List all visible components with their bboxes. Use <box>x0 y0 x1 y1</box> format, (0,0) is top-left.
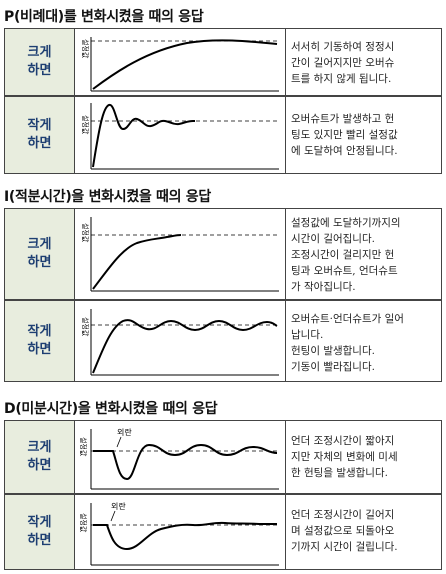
response-graph-p-small: 설정값 <box>81 103 279 170</box>
row-d-small: 작게 하면 설정값 외란 언더 조정시간이 길어지 며 설정값으로 되돌아오 기… <box>4 494 442 570</box>
row-p-large: 크게 하면 설정값 서서히 기동하여 정정시 간이 길어지지만 오버슈 트를 하… <box>4 28 442 96</box>
response-graph-i-large: 설정값 <box>81 217 279 292</box>
row-i-large: 크게 하면 설정값 설정값에 도달하기까지의 시간이 길어집니다. 조정시간이 … <box>4 208 442 300</box>
row-p-small: 작게 하면 설정값 오버슈트가 발생하고 헌 팅도 있지만 빨리 설정값 에 도… <box>4 96 442 174</box>
row-label: 작게 하면 <box>5 495 75 569</box>
response-graph-p-large: 설정값 <box>81 37 279 92</box>
row-label: 크게 하면 <box>5 421 75 493</box>
response-curve <box>93 443 278 481</box>
response-curve <box>92 319 278 374</box>
row-d-large: 크게 하면 설정값 외란 언더 조정시간이 짧아지 지만 자체의 변화에 미세 … <box>4 420 442 494</box>
row-description: 서서히 기동하여 정정시 간이 길어지지만 오버슈 트를 하지 않게 됩니다. <box>291 41 395 85</box>
svg-text:설정값: 설정값 <box>79 437 88 457</box>
response-curve <box>92 39 278 90</box>
response-curve <box>92 234 182 290</box>
svg-text:설정값: 설정값 <box>81 115 90 135</box>
response-graph-i-small: 설정값 <box>81 309 279 376</box>
row-i-small: 작게 하면 설정값 오버슈트·언더슈트가 일어 납니다. 헌팅이 발생합니다. … <box>4 300 442 382</box>
response-graph-d-large: 설정값 외란 <box>79 427 279 490</box>
section-title-i: I(적분시간)을 변화시켰을 때의 응답 <box>4 189 211 205</box>
response-curve <box>92 104 195 168</box>
svg-text:설정값: 설정값 <box>81 39 90 59</box>
row-label: 크게 하면 <box>5 29 75 95</box>
row-label: 크게 하면 <box>5 209 75 299</box>
row-description: 설정값에 도달하기까지의 시간이 길어집니다. 조정시간이 걸리지만 헌 팅과 … <box>291 217 401 293</box>
response-curve <box>93 521 277 551</box>
response-graph-d-small: 설정값 외란 <box>79 501 279 566</box>
section-title-p: P(비례대)를 변화시켰을 때의 응답 <box>4 9 204 25</box>
disturbance-label: 외란 <box>111 501 126 511</box>
row-description: 오버슈트·언더슈트가 일어 납니다. 헌팅이 발생합니다. 기동이 빨라집니다. <box>291 313 404 373</box>
row-label: 작게 하면 <box>5 97 75 173</box>
svg-text:설정값: 설정값 <box>81 223 90 243</box>
row-description: 언더 조정시간이 길어지 며 설정값으로 되돌아오 기까지 시간이 걸립니다. <box>291 509 398 553</box>
svg-text:설정값: 설정값 <box>79 513 88 533</box>
section-title-d: D(미분시간)을 변화시켰을 때의 응답 <box>4 401 218 417</box>
row-description: 언더 조정시간이 짧아지 지만 자체의 변화에 미세 한 헌팅을 발생합니다. <box>291 435 398 479</box>
svg-text:설정값: 설정값 <box>81 317 90 337</box>
row-label: 작게 하면 <box>5 301 75 381</box>
disturbance-label: 외란 <box>117 427 132 437</box>
row-description: 오버슈트가 발생하고 헌 팅도 있지만 빨리 설정값 에 도달하여 안정됩니다. <box>291 113 398 157</box>
